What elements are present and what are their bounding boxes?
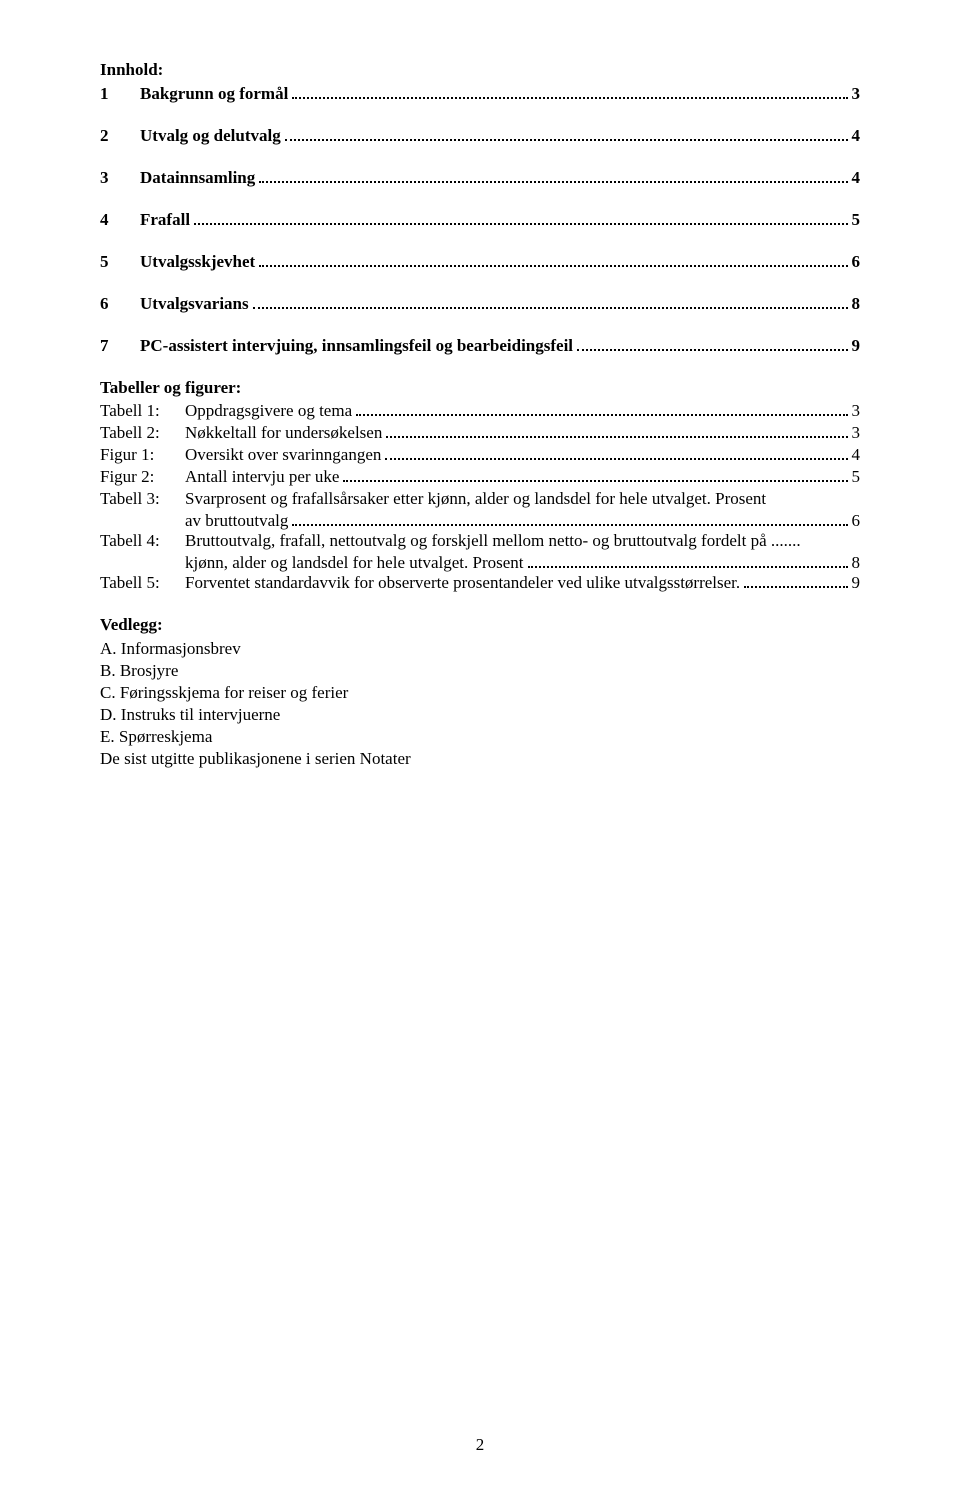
vedlegg-item: D. Instruks til intervjuerne bbox=[100, 705, 860, 725]
entries-section: Tabell 1: Oppdragsgivere og tema 3 Tabel… bbox=[100, 401, 860, 593]
entry-prefix: Tabell 1: bbox=[100, 401, 185, 421]
innhold-heading: Innhold: bbox=[100, 60, 860, 80]
entry-page: 9 bbox=[852, 573, 861, 593]
toc-label: Utvalgsvarians bbox=[140, 294, 249, 314]
entry-dots bbox=[528, 554, 848, 568]
toc-section: 1 Bakgrunn og formål 3 2 Utvalg og delut… bbox=[100, 84, 860, 356]
entry-label: av bruttoutvalg bbox=[185, 511, 288, 531]
page-number: 2 bbox=[476, 1435, 485, 1455]
entry-dots bbox=[744, 574, 847, 588]
toc-page: 4 bbox=[852, 168, 861, 188]
toc-dots bbox=[194, 211, 847, 225]
entry-label: kjønn, alder og landsdel for hele utvalg… bbox=[185, 553, 524, 573]
vedlegg-section: Vedlegg: A. Informasjonsbrev B. Brosjyre… bbox=[100, 615, 860, 769]
entry-page: 8 bbox=[852, 553, 861, 573]
entry-label: Svarprosent og frafallsårsaker etter kjø… bbox=[185, 489, 766, 509]
entry-row: Figur 1: Oversikt over svarinngangen 4 bbox=[100, 445, 860, 465]
vedlegg-item: De sist utgitte publikasjonene i serien … bbox=[100, 749, 860, 769]
entry-label: Antall intervju per uke bbox=[185, 467, 339, 487]
toc-label: PC-assistert intervjuing, innsamlingsfei… bbox=[140, 336, 573, 356]
toc-page: 6 bbox=[852, 252, 861, 272]
toc-num: 1 bbox=[100, 84, 140, 104]
entry-prefix: Tabell 5: bbox=[100, 573, 185, 593]
entry-page: 3 bbox=[852, 401, 861, 421]
toc-label: Frafall bbox=[140, 210, 190, 230]
toc-dots bbox=[259, 253, 847, 267]
entry-continuation: kjønn, alder og landsdel for hele utvalg… bbox=[100, 553, 860, 573]
toc-page: 8 bbox=[852, 294, 861, 314]
toc-page: 9 bbox=[852, 336, 861, 356]
entry-label: Oppdragsgivere og tema bbox=[185, 401, 352, 421]
toc-entry: 5 Utvalgsskjevhet 6 bbox=[100, 252, 860, 272]
toc-entry: 4 Frafall 5 bbox=[100, 210, 860, 230]
entry-dots bbox=[386, 424, 847, 438]
toc-entry: 1 Bakgrunn og formål 3 bbox=[100, 84, 860, 104]
toc-entry: 6 Utvalgsvarians 8 bbox=[100, 294, 860, 314]
vedlegg-heading: Vedlegg: bbox=[100, 615, 860, 635]
toc-entry: 3 Datainnsamling 4 bbox=[100, 168, 860, 188]
toc-label: Bakgrunn og formål bbox=[140, 84, 288, 104]
entry-row: Tabell 5: Forventet standardavvik for ob… bbox=[100, 573, 860, 593]
vedlegg-item: B. Brosjyre bbox=[100, 661, 860, 681]
toc-page: 5 bbox=[852, 210, 861, 230]
toc-num: 4 bbox=[100, 210, 140, 230]
tabeller-heading: Tabeller og figurer: bbox=[100, 378, 860, 398]
entry-prefix: Figur 2: bbox=[100, 467, 185, 487]
entry-page: 4 bbox=[852, 445, 861, 465]
toc-dots bbox=[259, 169, 847, 183]
entry-prefix: Tabell 2: bbox=[100, 423, 185, 443]
vedlegg-item: C. Føringsskjema for reiser og ferier bbox=[100, 683, 860, 703]
toc-num: 5 bbox=[100, 252, 140, 272]
entry-page: 5 bbox=[852, 467, 861, 487]
entry-page: 3 bbox=[852, 423, 861, 443]
entry-row: Tabell 2: Nøkkeltall for undersøkelsen 3 bbox=[100, 423, 860, 443]
toc-label: Utvalg og delutvalg bbox=[140, 126, 281, 146]
vedlegg-item: E. Spørreskjema bbox=[100, 727, 860, 747]
toc-dots bbox=[292, 85, 847, 99]
toc-num: 3 bbox=[100, 168, 140, 188]
entry-label: Nøkkeltall for undersøkelsen bbox=[185, 423, 382, 443]
toc-num: 7 bbox=[100, 336, 140, 356]
vedlegg-item: A. Informasjonsbrev bbox=[100, 639, 860, 659]
toc-dots bbox=[285, 127, 848, 141]
toc-page: 3 bbox=[852, 84, 861, 104]
entry-prefix: Figur 1: bbox=[100, 445, 185, 465]
entry-page: 6 bbox=[852, 511, 861, 531]
toc-page: 4 bbox=[852, 126, 861, 146]
entry-row: Tabell 4: Bruttoutvalg, frafall, nettout… bbox=[100, 531, 860, 551]
toc-label: Datainnsamling bbox=[140, 168, 255, 188]
toc-dots bbox=[577, 337, 847, 351]
entry-dots bbox=[292, 512, 847, 526]
toc-num: 2 bbox=[100, 126, 140, 146]
entry-label: Oversikt over svarinngangen bbox=[185, 445, 381, 465]
entry-prefix: Tabell 4: bbox=[100, 531, 185, 551]
entry-prefix: Tabell 3: bbox=[100, 489, 185, 509]
toc-entry: 2 Utvalg og delutvalg 4 bbox=[100, 126, 860, 146]
entry-dots bbox=[385, 446, 847, 460]
toc-dots bbox=[253, 295, 848, 309]
entry-continuation: av bruttoutvalg 6 bbox=[100, 511, 860, 531]
entry-dots bbox=[356, 402, 847, 416]
entry-label: Bruttoutvalg, frafall, nettoutvalg og fo… bbox=[185, 531, 801, 551]
entry-row: Tabell 3: Svarprosent og frafallsårsaker… bbox=[100, 489, 860, 509]
toc-entry: 7 PC-assistert intervjuing, innsamlingsf… bbox=[100, 336, 860, 356]
entry-label: Forventet standardavvik for observerte p… bbox=[185, 573, 740, 593]
toc-num: 6 bbox=[100, 294, 140, 314]
entry-dots bbox=[343, 468, 847, 482]
entry-row: Figur 2: Antall intervju per uke 5 bbox=[100, 467, 860, 487]
toc-label: Utvalgsskjevhet bbox=[140, 252, 255, 272]
entry-row: Tabell 1: Oppdragsgivere og tema 3 bbox=[100, 401, 860, 421]
